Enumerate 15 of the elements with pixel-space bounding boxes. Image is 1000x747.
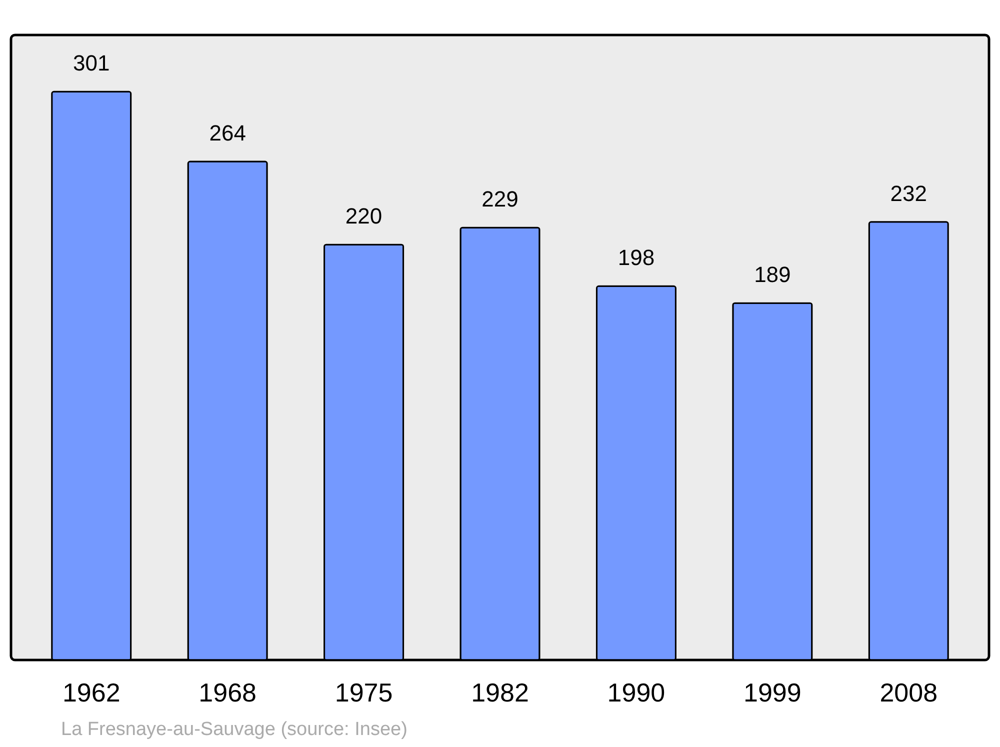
data-label: 189	[754, 262, 791, 288]
data-label: 229	[482, 186, 518, 212]
x-tick-label: 1982	[471, 678, 529, 708]
x-tick-label: 1990	[607, 678, 666, 708]
x-tick-label: 1999	[744, 678, 802, 708]
data-label: 198	[618, 245, 655, 270]
x-tick-label: 2008	[880, 678, 938, 708]
x-tick-label: 1962	[62, 678, 120, 708]
x-tick-label: 1975	[334, 678, 393, 708]
x-tick-label: 1968	[198, 678, 256, 708]
data-label: 220	[345, 204, 382, 229]
data-label: 264	[209, 120, 246, 146]
text: La Fresnaye-au-Sauvage (source: Insee)	[61, 719, 408, 740]
data-label: 232	[890, 180, 927, 206]
data-label: 301	[73, 50, 110, 76]
